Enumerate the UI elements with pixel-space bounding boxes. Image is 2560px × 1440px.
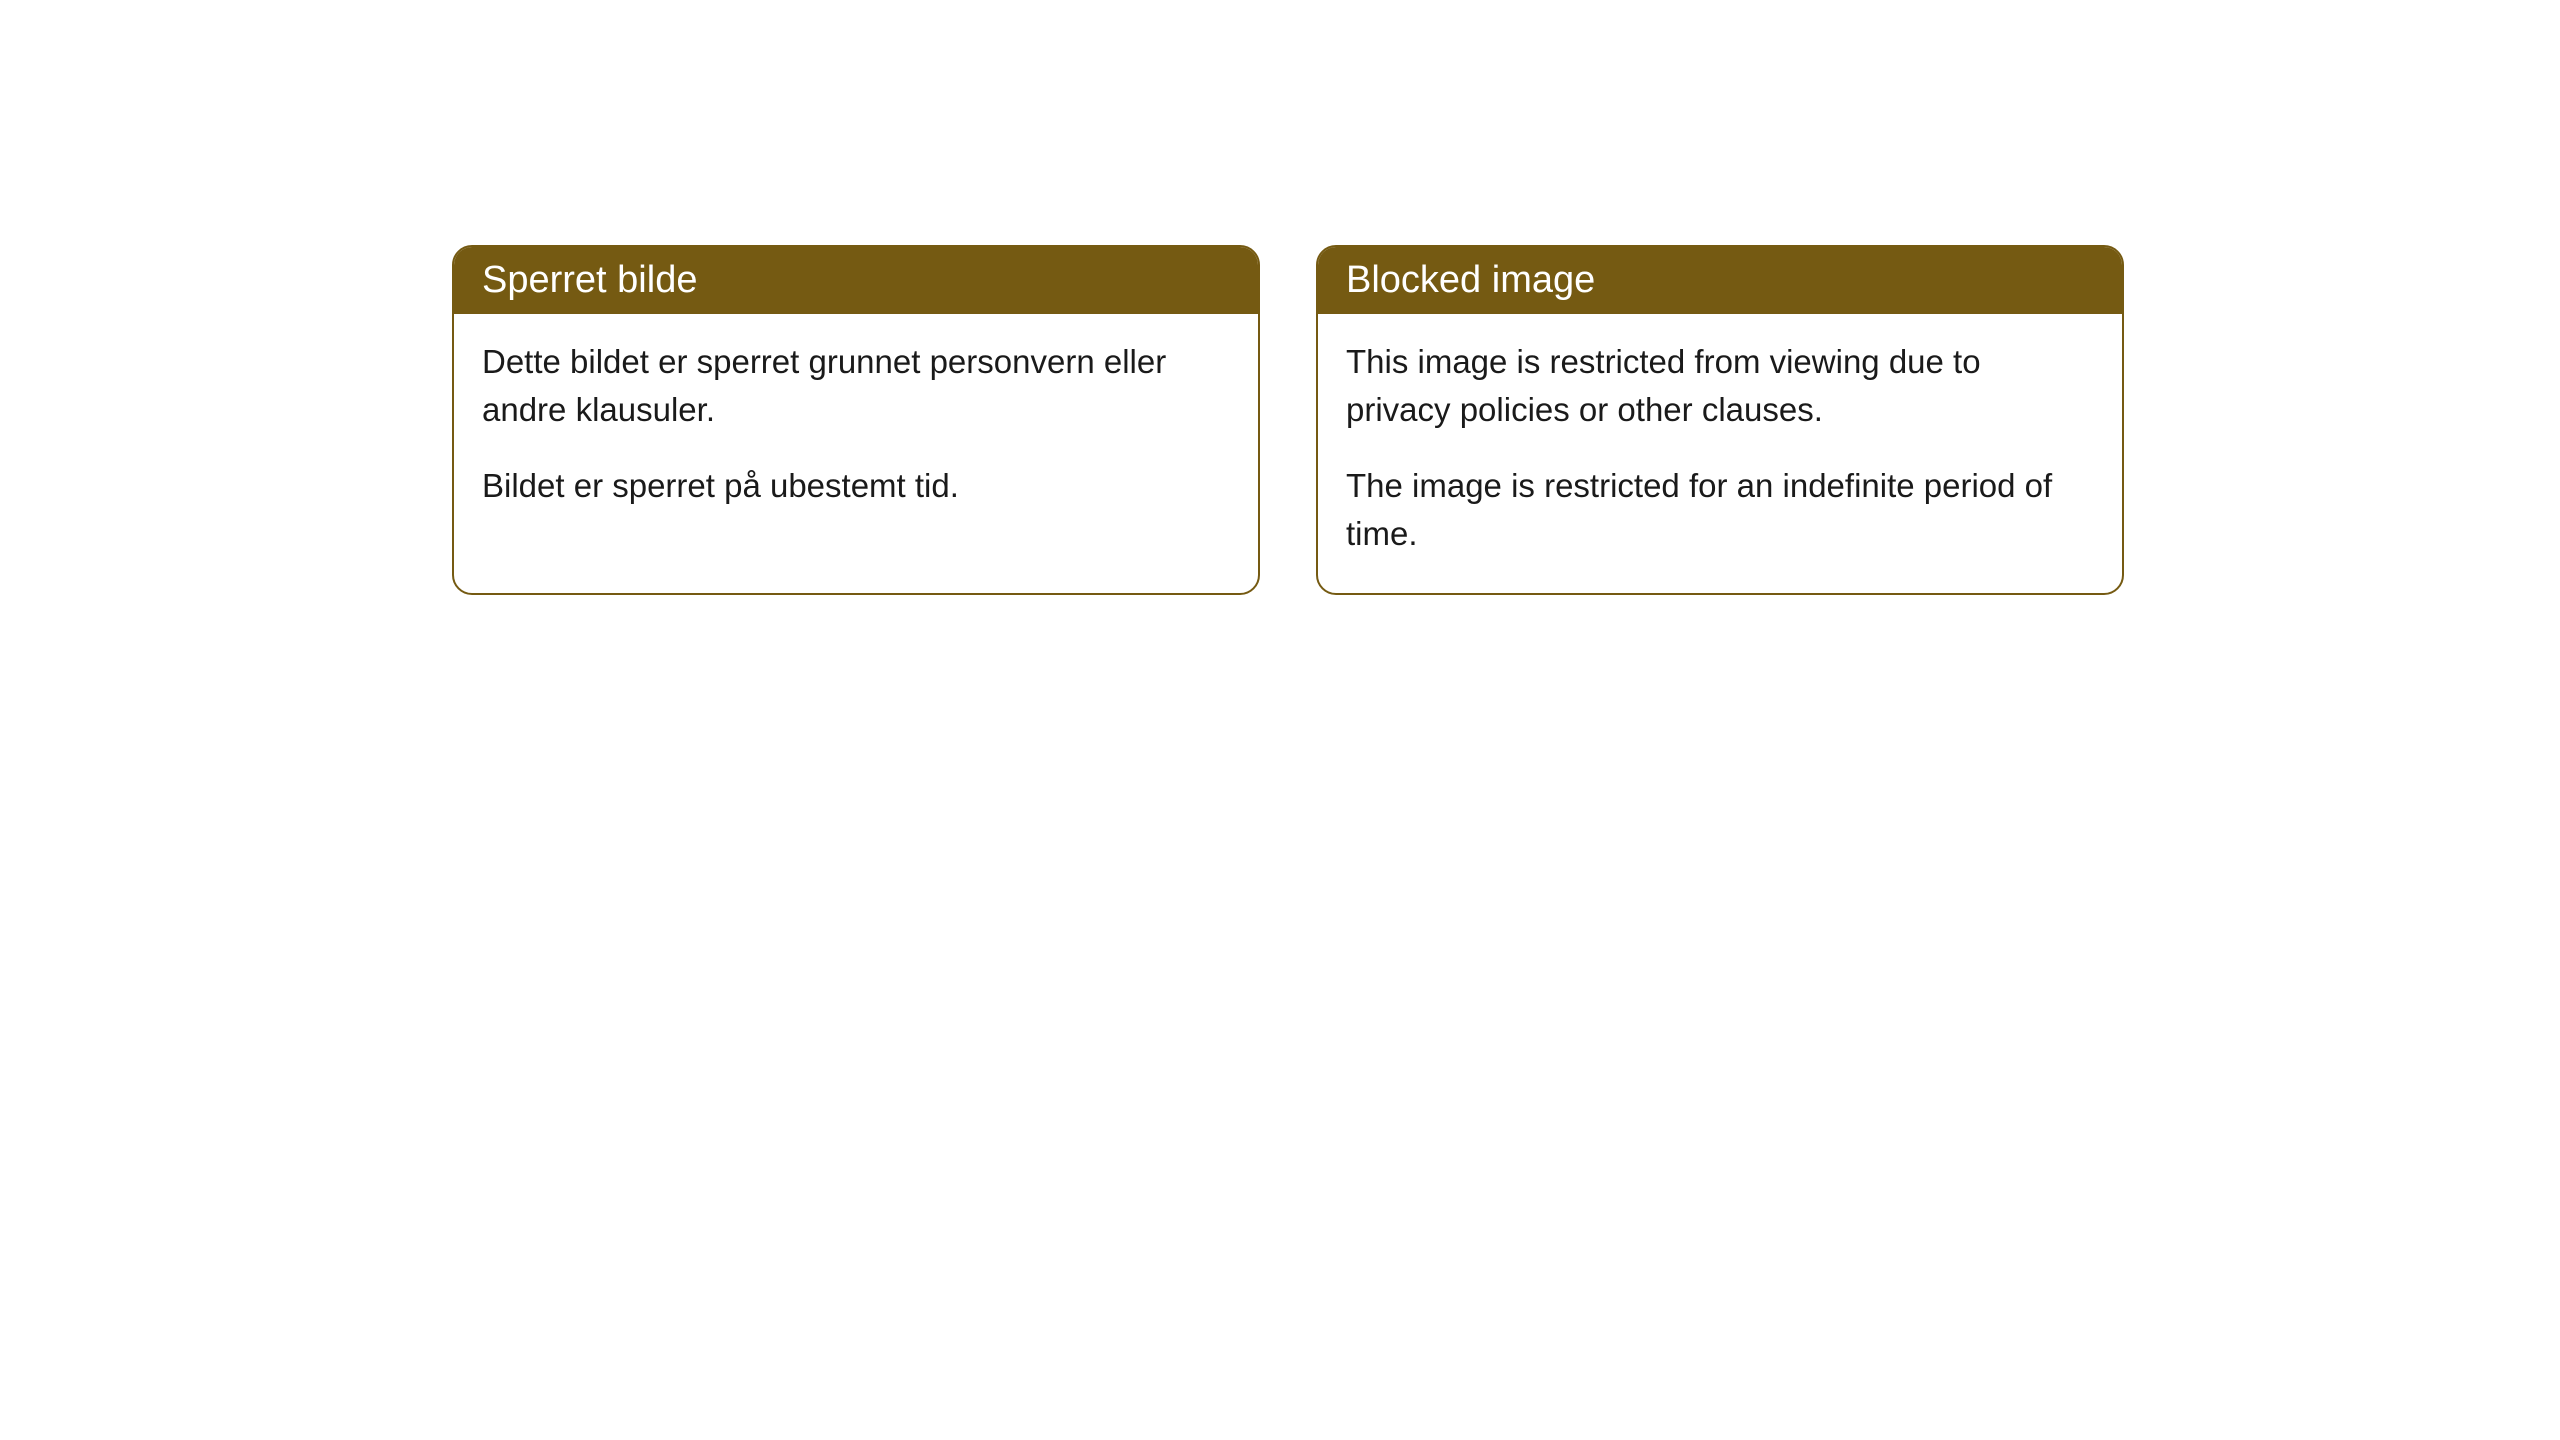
card-paragraph-1: Dette bildet er sperret grunnet personve… <box>482 338 1230 434</box>
card-header: Sperret bilde <box>454 247 1258 314</box>
card-paragraph-2: The image is restricted for an indefinit… <box>1346 462 2094 558</box>
card-paragraph-1: This image is restricted from viewing du… <box>1346 338 2094 434</box>
blocked-image-card-norwegian: Sperret bilde Dette bildet er sperret gr… <box>452 245 1260 595</box>
card-title: Sperret bilde <box>482 259 697 301</box>
card-paragraph-2: Bildet er sperret på ubestemt tid. <box>482 462 1230 510</box>
card-body: This image is restricted from viewing du… <box>1318 314 2122 593</box>
card-header: Blocked image <box>1318 247 2122 314</box>
card-title: Blocked image <box>1346 259 1595 301</box>
card-body: Dette bildet er sperret grunnet personve… <box>454 314 1258 546</box>
cards-container: Sperret bilde Dette bildet er sperret gr… <box>452 245 2124 595</box>
blocked-image-card-english: Blocked image This image is restricted f… <box>1316 245 2124 595</box>
